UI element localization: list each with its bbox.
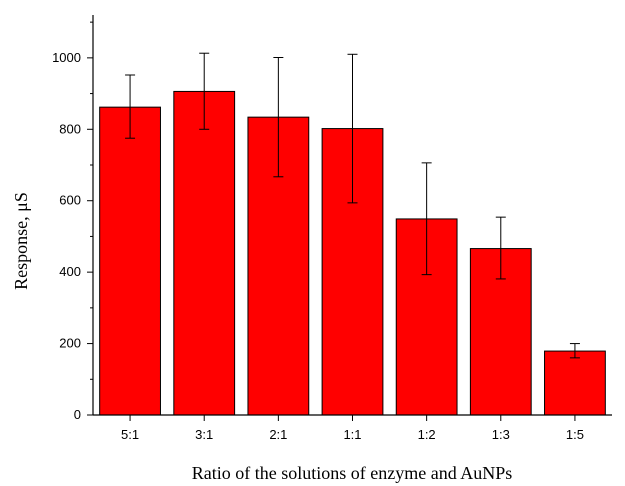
x-tick-label: 3:1 [195,427,213,442]
y-tick-label: 0 [74,407,81,422]
y-tick-label: 400 [59,264,81,279]
bar-1-5 [544,350,606,416]
bar-5-1 [99,106,161,416]
x-axis-title: Ratio of the solutions of enzyme and AuN… [192,463,512,483]
y-tick-label: 800 [59,121,81,136]
x-tick-label: 1:2 [418,427,436,442]
y-tick-label: 1000 [52,50,81,65]
x-tick-label: 5:1 [121,427,139,442]
bar-3-1 [173,90,236,416]
ticks-group: 5:1 3:1 2:1 1:1 1:2 1:3 1:5 0 200 400 600 800 1000 [52,21,584,442]
x-tick-label: 2:1 [269,427,287,442]
y-tick-label: 600 [59,193,81,208]
y-axis-title: Response, μS [11,192,31,290]
x-tick-label: 1:5 [566,427,584,442]
x-tick-label: 1:1 [343,427,361,442]
x-tick-label: 1:3 [492,427,510,442]
y-tick-label: 200 [59,336,81,351]
error-bars-group [125,52,580,359]
